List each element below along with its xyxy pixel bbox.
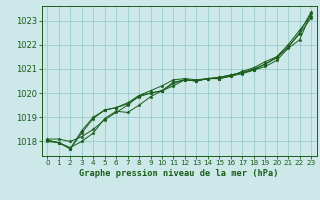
X-axis label: Graphe pression niveau de la mer (hPa): Graphe pression niveau de la mer (hPa): [79, 169, 279, 178]
